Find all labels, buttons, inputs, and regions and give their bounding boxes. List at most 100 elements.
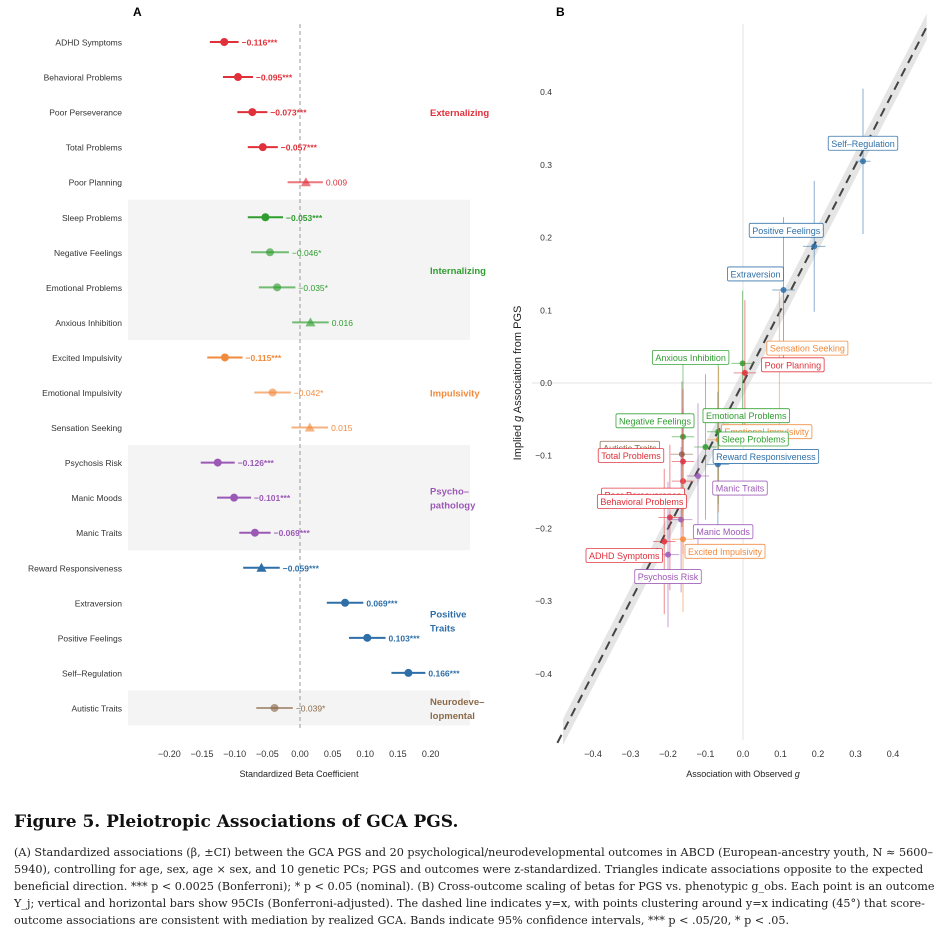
x-tick-label: 0.10: [357, 749, 375, 759]
x-tick-label: −0.3: [622, 749, 640, 759]
y-tick-label: 0.4: [540, 87, 552, 97]
scatter-label-poor-planning: Poor Planning: [761, 357, 825, 373]
label-box: [651, 349, 730, 365]
value-label: −0.101***: [254, 493, 291, 503]
label-text: Reward Responsiveness: [716, 452, 816, 462]
label-box: [585, 548, 663, 563]
scatter-point: [680, 536, 686, 543]
x-tick-label: 0.2: [812, 749, 825, 759]
value-label: −0.057***: [281, 143, 318, 153]
x-tick-label: 0.1: [774, 749, 787, 759]
outcome-label: Reward Responsiveness: [28, 563, 122, 573]
scatter-label-sleep-problems: Sleep Problems: [718, 431, 789, 447]
label-text: Psychosis Risk: [638, 572, 699, 582]
outcome-label: Extraversion: [75, 598, 123, 608]
value-label: −0.095***: [256, 73, 293, 83]
scatter-label-sensation-seeking: Sensation Seeking: [766, 340, 849, 356]
point-circle: [363, 633, 372, 642]
value-label: −0.039*: [296, 703, 326, 713]
y-tick-label: −0.2: [535, 523, 552, 533]
panel-a-forest-plot: Externalizing Internalizing Impulsivity Psy…: [28, 24, 489, 779]
x-tick-label: −0.05: [256, 749, 279, 759]
x-axis-title-var: g: [795, 769, 800, 779]
label-box: [597, 448, 665, 463]
scatter-point: [665, 551, 671, 558]
caption-title: Figure 5. Pleiotropic Associations of GC…: [14, 812, 459, 832]
scatter-label-total-problems: Total Problems: [597, 448, 665, 463]
label-text: Positive Feelings: [752, 226, 821, 236]
group-label-psychopathology: Psycho–: [430, 487, 469, 498]
label-box: [692, 524, 754, 540]
y-axis-title-suffix: Association from PGS: [512, 306, 524, 416]
group-label-neurodevelopmental: Neurodeve–: [430, 697, 484, 708]
label-text: Self–Regulation: [831, 139, 895, 149]
y-axis-title-prefix: Implied: [512, 422, 524, 461]
x-tick-label: 0.20: [422, 749, 440, 759]
scatter-point: [695, 473, 701, 480]
scatter-point: [860, 158, 866, 165]
outcome-label: Sleep Problems: [62, 213, 122, 223]
label-text: Sleep Problems: [722, 434, 786, 444]
scatter-label-negative-feelings: Negative Feelings: [615, 413, 695, 429]
scatter-label-anxious-inhibition: Anxious Inhibition: [651, 349, 730, 365]
label-box: [761, 357, 825, 373]
x-tick-label: 0.05: [324, 749, 342, 759]
label-text: Emotional Problems: [706, 411, 787, 421]
label-text: Poor Planning: [765, 360, 822, 370]
group-label-positive-traits: Positive: [430, 609, 466, 620]
point-circle: [273, 283, 282, 292]
label-text: ADHD Symptoms: [589, 551, 660, 561]
label-box: [615, 413, 695, 429]
outcome-label: Psychosis Risk: [65, 458, 123, 468]
x-tick-label: −0.20: [158, 749, 181, 759]
x-tick-label: 0.15: [389, 749, 407, 759]
outcome-label: Emotional Impulsivity: [42, 388, 123, 398]
scatter-point: [739, 360, 746, 367]
scatter-point: [661, 538, 668, 545]
outcome-label: Manic Moods: [71, 493, 122, 503]
point-circle: [404, 668, 413, 677]
label-box: [766, 340, 849, 356]
outcome-label: ADHD Symptoms: [55, 38, 122, 48]
outcome-label: Poor Planning: [69, 178, 123, 188]
scatter-label-positive-feelings: Positive Feelings: [748, 222, 824, 238]
outcome-label: Anxious Inhibition: [55, 318, 122, 328]
label-box: [684, 543, 766, 559]
outcome-label: Poor Perseverance: [49, 108, 122, 118]
outcome-label: Total Problems: [66, 143, 122, 153]
label-box: [702, 408, 790, 424]
panel-b-scatter-plot: Self–Regulation Positive Feelings Extraver…: [512, 13, 932, 779]
outcome-label: Emotional Problems: [46, 283, 122, 293]
panel-b-letter: B: [556, 5, 565, 19]
scatter-point: [678, 451, 685, 458]
outcome-label: Negative Feelings: [54, 248, 122, 258]
point-circle: [270, 703, 279, 712]
group-band-psychopathology: [128, 445, 470, 551]
value-label: 0.016: [332, 318, 354, 328]
value-label: −0.035*: [298, 283, 328, 293]
value-label: −0.069***: [274, 528, 311, 538]
scatter-label-adhd-symptoms: ADHD Symptoms: [585, 548, 663, 563]
point-triangle: [304, 422, 315, 432]
point-circle: [265, 248, 274, 257]
label-box: [718, 431, 789, 447]
x-tick-label: −0.1: [697, 749, 715, 759]
point-circle: [248, 108, 257, 117]
value-label: −0.042*: [294, 388, 324, 398]
group-band-neurodevelopmental: [128, 690, 470, 726]
label-text: Manic Moods: [696, 527, 750, 537]
outcome-label: Manic Traits: [76, 528, 122, 538]
panel-a-letter: A: [133, 5, 142, 19]
label-text: Negative Feelings: [619, 416, 692, 426]
scatter-label-manic-moods: Manic Moods: [692, 524, 754, 540]
label-box: [712, 449, 820, 464]
value-label: 0.103***: [389, 633, 421, 643]
y-tick-label: −0.1: [535, 451, 552, 461]
value-label: −0.046*: [292, 248, 322, 258]
label-text: Excited Impulsivity: [688, 547, 763, 557]
value-label: −0.126***: [238, 458, 275, 468]
value-label: −0.115***: [246, 353, 282, 363]
group-label-internalizing: Internalizing: [430, 266, 486, 277]
x-tick-label: −0.15: [191, 749, 214, 759]
point-triangle: [300, 177, 311, 187]
